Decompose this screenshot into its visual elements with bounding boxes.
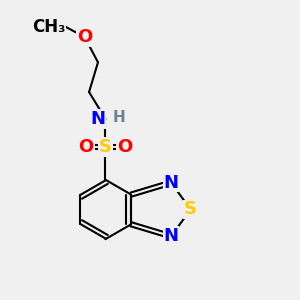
Text: O: O — [117, 138, 132, 156]
Text: S: S — [184, 200, 197, 218]
Text: O: O — [77, 28, 92, 46]
Text: N: N — [164, 174, 178, 192]
Text: CH₃: CH₃ — [32, 18, 65, 36]
Text: N: N — [164, 227, 178, 245]
Text: O: O — [79, 138, 94, 156]
Text: H: H — [113, 110, 126, 125]
Text: S: S — [99, 138, 112, 156]
Text: N: N — [90, 110, 105, 128]
